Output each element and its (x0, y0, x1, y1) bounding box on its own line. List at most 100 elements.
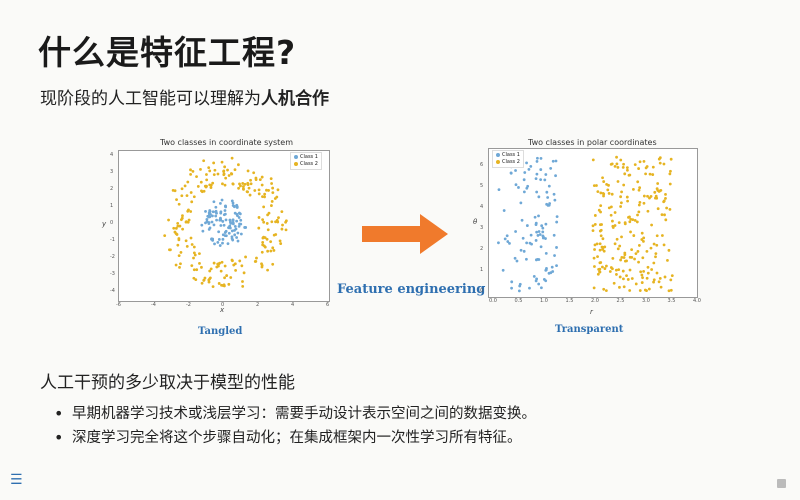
class1-point (544, 173, 548, 176)
class2-point (592, 256, 596, 260)
class1-point (537, 282, 541, 286)
class2-point (177, 254, 181, 258)
class2-point (615, 162, 619, 166)
class2-point (625, 195, 629, 199)
class2-point (241, 280, 244, 283)
class2-point (609, 213, 613, 217)
class1-point (213, 242, 216, 246)
class2-point (615, 237, 619, 241)
class1-point (518, 284, 522, 288)
class1-point (545, 190, 549, 194)
class1-point (525, 241, 529, 245)
class2-point (265, 237, 269, 241)
class2-point (179, 262, 182, 266)
class2-point (257, 188, 261, 192)
class1-point (536, 156, 539, 160)
class2-point (178, 265, 181, 269)
slide-nav-icon[interactable] (777, 479, 786, 488)
class1-point (553, 198, 557, 202)
class2-point (651, 165, 655, 169)
class1-point (510, 280, 514, 284)
feature-engineering-figure: Two classes in coordinate system Class 1… (100, 130, 710, 350)
class2-point (642, 159, 646, 163)
class2-point (628, 173, 632, 177)
class2-point (208, 269, 212, 273)
hamburger-menu-icon[interactable]: ☰ (10, 472, 23, 488)
class1-point (534, 279, 538, 283)
class2-point (607, 192, 611, 195)
class1-point (236, 214, 239, 218)
class2-point (632, 234, 636, 237)
class2-point (621, 269, 625, 273)
class2-point (638, 289, 642, 292)
class1-point (235, 205, 239, 208)
class2-point (185, 245, 189, 248)
class2-point (271, 262, 275, 266)
class1-point (237, 224, 241, 228)
right-y-tick-label: 4 (480, 204, 484, 210)
class1-point (525, 161, 528, 165)
class1-point (544, 237, 547, 240)
class1-point (207, 215, 211, 219)
right-x-tick-label: 2.0 (591, 298, 599, 304)
class2-point (200, 265, 203, 269)
class1-point (221, 241, 224, 245)
class1-point (519, 201, 523, 205)
class2-point (596, 190, 600, 194)
class1-point (216, 241, 220, 244)
class2-point (642, 236, 646, 240)
class2-point (174, 226, 178, 230)
class2-point (284, 228, 288, 232)
class2-point (593, 223, 597, 226)
class2-point (613, 242, 617, 246)
class2-point (261, 243, 265, 247)
class1-point (513, 256, 517, 260)
class2-point (279, 242, 283, 245)
class2-point (628, 220, 632, 224)
class2-point (177, 202, 181, 206)
left-x-tick-label: -4 (151, 302, 156, 308)
class2-point (612, 281, 616, 285)
class2-point (628, 255, 632, 259)
class2-point (180, 187, 184, 191)
class2-point (221, 182, 224, 186)
class2-point (599, 223, 602, 227)
class2-point (652, 280, 655, 284)
class1-point (204, 210, 207, 213)
class2-point (207, 166, 211, 170)
right-x-tick-label: 0.5 (514, 298, 523, 304)
class2-point (655, 234, 659, 238)
class1-point (208, 213, 211, 217)
class2-point (602, 180, 606, 183)
left-y-tick-label: 1 (110, 203, 114, 209)
class2-point (657, 280, 661, 284)
class2-point (667, 289, 671, 293)
class2-point (278, 239, 282, 243)
class2-point (167, 218, 170, 222)
class2-point (267, 189, 270, 192)
class1-point (235, 219, 239, 223)
class2-point (192, 195, 196, 199)
class2-point (176, 221, 180, 225)
class2-point (593, 248, 596, 251)
class2-point (655, 187, 659, 191)
class2-point (645, 289, 648, 293)
class2-point (185, 220, 188, 224)
class1-point (510, 286, 513, 290)
class1-point (222, 223, 226, 227)
class2-point (202, 279, 206, 282)
class2-point (219, 269, 223, 273)
class2-point (246, 183, 250, 186)
class2-point (645, 276, 649, 280)
class2-point (598, 242, 602, 246)
class2-point (246, 169, 250, 173)
class1-point (219, 224, 223, 227)
class2-point (598, 229, 602, 233)
class2-point (189, 191, 193, 194)
class2-point (616, 165, 620, 169)
class1-point (535, 160, 539, 163)
left-y-tick-label: -1 (110, 237, 115, 243)
class1-point (537, 214, 540, 218)
class2-point (257, 216, 261, 219)
class1-point (233, 228, 236, 232)
